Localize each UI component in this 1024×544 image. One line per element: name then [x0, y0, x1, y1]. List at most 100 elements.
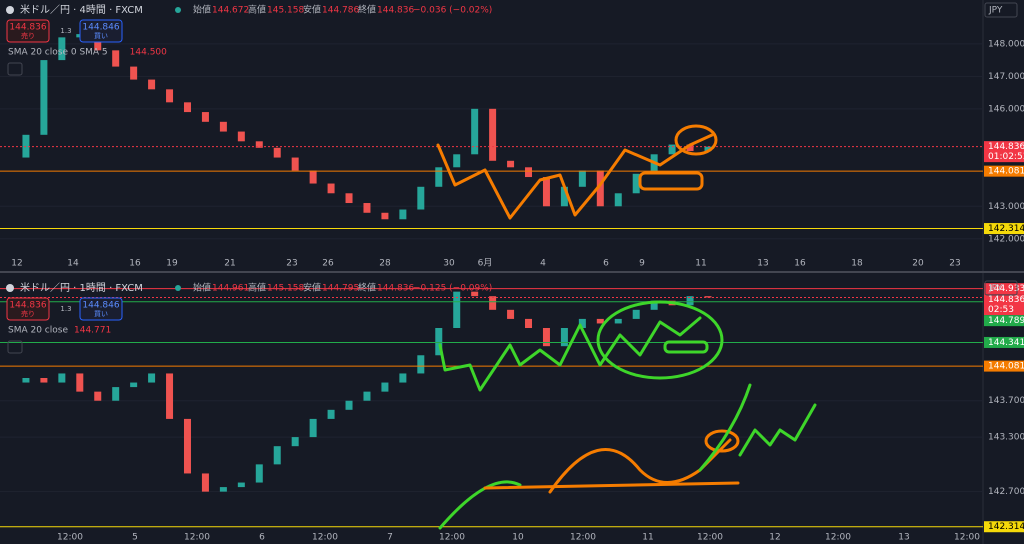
x-tick-label: 19 [166, 259, 178, 269]
candle [201, 473, 209, 492]
ohlc-value: 145.158 [267, 6, 304, 16]
currency-button[interactable] [984, 280, 1018, 296]
x-tick-label: 20 [912, 259, 924, 269]
collapse-button[interactable] [7, 62, 23, 76]
x-tick-label: 12 [769, 533, 780, 543]
currency: JPY [988, 6, 1003, 16]
price-label-box [984, 283, 1024, 295]
candle [183, 102, 191, 113]
sell-button[interactable] [6, 297, 50, 321]
x-tick-label: 13 [757, 259, 768, 269]
x-tick-label: 14 [67, 259, 79, 269]
candle [40, 378, 48, 383]
price-label: 144.789 [988, 316, 1024, 326]
candle [650, 300, 658, 310]
buy-price: 144.846 [82, 301, 119, 311]
drawing [638, 171, 704, 191]
x-tick-label: 9 [639, 259, 645, 269]
price-label: 144.836 [988, 142, 1024, 152]
x-tick-label: 12:00 [312, 533, 338, 543]
indicator-value: 144.771 [74, 326, 111, 336]
ohlc-label: 安値 [303, 4, 321, 16]
x-tick-label: 11 [642, 533, 653, 543]
x-tick-label: 23 [286, 259, 297, 269]
y-tick-label: 148.000 [988, 39, 1024, 49]
x-tick-label: 4 [540, 259, 546, 269]
countdown: 02:53 [988, 305, 1014, 315]
sell-label: 売り [21, 31, 35, 40]
y-tick-label: 142.000 [988, 234, 1024, 244]
x-tick-label: 28 [379, 259, 391, 269]
candle [112, 387, 120, 401]
x-tick-label: 11 [695, 259, 706, 269]
x-tick-label: 6月 [478, 258, 493, 269]
candle [345, 400, 353, 410]
symbol-icon [6, 6, 14, 14]
x-tick-label: 6 [259, 533, 265, 543]
candle [148, 79, 156, 90]
candle [22, 378, 30, 383]
candle [578, 318, 586, 328]
candle [489, 108, 497, 161]
collapse-button[interactable] [7, 340, 23, 354]
candle [381, 382, 389, 392]
ohlc-label: 始値 [193, 282, 211, 294]
indicator-label: SMA 20 close 0 SMA 5 [8, 48, 108, 58]
candle [525, 167, 533, 178]
indicator-value: 144.500 [130, 48, 167, 58]
x-tick-label: 12:00 [825, 533, 851, 543]
ohlc-value: 144.795 [322, 284, 359, 294]
candle [381, 212, 389, 220]
candle [94, 391, 102, 401]
candle [309, 418, 317, 438]
candle [435, 167, 443, 187]
buy-button[interactable] [79, 19, 123, 43]
candle [40, 60, 48, 135]
price-label: 144.836 [988, 295, 1024, 305]
price-label-box [984, 141, 1024, 163]
candle [471, 291, 479, 297]
candle [542, 328, 550, 347]
ohlc-label: 高値 [248, 282, 266, 294]
candle [130, 66, 138, 80]
x-tick-label: 6 [603, 259, 609, 269]
ohlc-value: 144.961 [212, 284, 249, 294]
y-tick-label: 142.700 [988, 487, 1024, 497]
x-tick-label: 13 [898, 533, 909, 543]
status-dot [175, 7, 181, 13]
buy-button[interactable] [79, 297, 123, 321]
candle [489, 296, 497, 310]
candle [471, 108, 479, 155]
x-tick-label: 21 [224, 259, 235, 269]
candle [255, 141, 263, 148]
currency: JPY [988, 284, 1003, 294]
candle [291, 157, 299, 171]
drawing [438, 316, 702, 392]
price-label-box [984, 294, 1024, 316]
candle [704, 146, 712, 152]
x-tick-label: 12:00 [954, 533, 980, 543]
candle [76, 373, 84, 392]
symbol: 米ドル／円 · 4時間 · FXCM [20, 3, 143, 16]
sell-button[interactable] [6, 19, 50, 43]
candle [560, 328, 568, 347]
y-tick-label: 143.700 [988, 396, 1024, 406]
drawing [596, 300, 724, 380]
price-label-box [984, 223, 1024, 235]
candle [273, 147, 281, 158]
price-label-box [984, 165, 1024, 177]
x-tick-label: 12:00 [570, 533, 596, 543]
candle [560, 186, 568, 207]
ohlc-label: 安値 [303, 282, 321, 294]
drawing [483, 481, 740, 490]
drawing [698, 383, 817, 472]
currency-button[interactable] [984, 2, 1018, 18]
x-tick-label: 30 [443, 259, 455, 269]
x-tick-label: 18 [851, 259, 863, 269]
spread: 1.3 [60, 305, 71, 313]
price-label: 144.081 [988, 167, 1024, 177]
candle [363, 391, 371, 401]
x-tick-label: 12 [11, 259, 22, 269]
ohlc-value: 145.158 [267, 284, 304, 294]
status-dot [175, 285, 181, 291]
